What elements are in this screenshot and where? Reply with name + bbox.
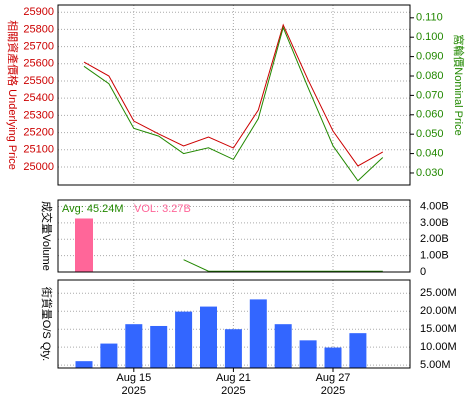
x-tick-label: Aug 21 — [216, 372, 251, 384]
y-tick-label: 25000 — [23, 161, 54, 173]
bar — [75, 361, 93, 368]
bar — [150, 325, 168, 368]
plot-frame — [57, 199, 411, 273]
y2-tick-label: 0.030 — [416, 167, 444, 179]
y2-axis-label: 窩輪價Nominal Price — [452, 34, 466, 135]
series-line — [83, 23, 384, 167]
y-tick-label: 2.00B — [420, 233, 449, 245]
x-tick-label: Aug 15 — [116, 372, 151, 384]
bar — [299, 340, 317, 368]
y2-tick-label: 0.040 — [416, 147, 444, 159]
bar — [274, 324, 292, 368]
y-tick-label: 20.00M — [420, 305, 457, 317]
bar — [324, 347, 342, 368]
y2-tick-label: 0.050 — [416, 128, 444, 140]
bar — [100, 343, 118, 368]
series-line — [183, 259, 383, 272]
legend-entry: Avg: 45.24M — [62, 203, 124, 215]
bar — [224, 329, 242, 368]
y2-tick-label: 0.080 — [416, 70, 444, 82]
bar — [200, 306, 217, 368]
y2-tick-label: 0.060 — [416, 109, 444, 121]
bar — [125, 324, 143, 368]
y-tick-label: 3.00B — [420, 217, 449, 229]
y2-tick-label: 0.100 — [416, 31, 444, 43]
y-axis-label: 成交量Volume — [40, 201, 54, 271]
y-tick-label: 25100 — [23, 144, 54, 156]
y-tick-label: 25300 — [23, 109, 54, 121]
y-tick-label: 15.00M — [420, 323, 457, 335]
y-axis-label: 相關資產價格 Underlying Price — [6, 20, 20, 170]
y-tick-label: 10.00M — [420, 341, 457, 353]
bar — [249, 299, 267, 368]
y-tick-label: 25400 — [23, 92, 54, 104]
y-axis-label: 街貨量O/S Qty. — [40, 287, 54, 361]
y-tick-label: 4.00B — [420, 200, 449, 212]
series-line — [83, 25, 384, 182]
plot-frame — [57, 4, 411, 186]
y2-tick-label: 0.070 — [416, 89, 444, 101]
legend-entry: VOL: 3.27B — [134, 203, 191, 215]
y2-tick-label: 0.110 — [416, 12, 443, 24]
x-tick-label: Aug 27 — [316, 372, 351, 384]
y-tick-label: 25800 — [23, 23, 54, 35]
x-tick-label: 2025 — [321, 385, 345, 397]
y-tick-label: 25.00M — [420, 287, 457, 299]
y2-tick-label: 0.090 — [416, 51, 444, 63]
x-tick-label: 2025 — [221, 385, 245, 397]
y-tick-label: 0 — [420, 266, 426, 278]
bar — [75, 218, 93, 272]
bar — [175, 311, 193, 368]
y-tick-label: 25200 — [23, 126, 54, 138]
y-tick-label: 25700 — [23, 41, 54, 53]
y-tick-label: 5.00M — [420, 359, 451, 371]
y-tick-label: 25600 — [23, 58, 54, 70]
bar — [349, 333, 367, 368]
y-tick-label: 1.00B — [420, 250, 449, 262]
x-tick-label: 2025 — [122, 385, 146, 397]
y-tick-label: 25500 — [23, 75, 54, 87]
y-tick-label: 25900 — [23, 6, 54, 18]
plot-frame — [57, 279, 411, 369]
